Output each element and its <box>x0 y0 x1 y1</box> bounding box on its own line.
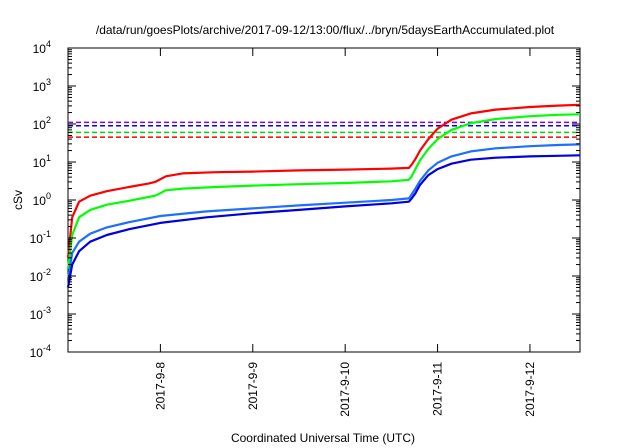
y-tick-label-exponent: 3 <box>46 77 51 87</box>
y-tick-label: 100 <box>33 191 51 208</box>
y-tick-label-base: 10 <box>30 270 44 284</box>
y-tick-label: 101 <box>33 153 51 170</box>
y-tick-label-base: 10 <box>30 308 44 322</box>
y-tick-label-exponent: 1 <box>46 153 51 163</box>
y-tick-label-exponent: -1 <box>43 229 51 239</box>
reference-lines <box>68 121 580 138</box>
x-tick-label: 2017-9-11 <box>431 362 445 416</box>
series-line <box>66 143 581 280</box>
series-line <box>66 154 581 288</box>
y-tick-label-exponent: -2 <box>43 267 51 277</box>
series-lines <box>66 103 581 288</box>
y-axis-label: cSv <box>11 190 25 210</box>
chart-title: /data/run/goesPlots/archive/2017-09-12/1… <box>96 23 555 37</box>
y-tick-label: 104 <box>33 39 51 56</box>
y-tick-label: 102 <box>33 115 51 132</box>
y-tick-label-base: 10 <box>33 42 47 56</box>
y-tick-label-base: 10 <box>30 232 44 246</box>
series-line <box>66 113 581 270</box>
x-tick-label: 2017-9-8 <box>153 362 167 410</box>
y-tick-label-exponent: 4 <box>46 39 51 49</box>
y-tick-label: 10-4 <box>30 343 51 360</box>
y-tick-label-base: 10 <box>33 118 47 132</box>
series-line <box>66 103 581 259</box>
x-axis-label: Coordinated Universal Time (UTC) <box>231 431 415 445</box>
y-tick-label-base: 10 <box>33 80 47 94</box>
y-tick-label-base: 10 <box>33 194 47 208</box>
y-tick-label: 10-1 <box>30 229 51 246</box>
x-axis: 2017-9-8 2017-9-9 2017-9-10 2017-9-11 2017-9… <box>153 48 537 417</box>
x-tick-label: 2017-9-10 <box>338 362 352 417</box>
y-tick-label-exponent: 2 <box>46 115 51 125</box>
plot-frame <box>67 47 581 353</box>
y-tick-label-base: 10 <box>30 346 44 360</box>
x-tick-label: 2017-9-9 <box>246 362 260 410</box>
y-tick-label-exponent: 0 <box>46 191 51 201</box>
y-tick-label-exponent: -3 <box>43 305 51 315</box>
y-tick-label-base: 10 <box>33 156 47 170</box>
y-tick-label: 10-2 <box>30 267 51 284</box>
y-tick-label: 103 <box>33 77 51 94</box>
y-tick-label-exponent: -4 <box>43 343 51 353</box>
x-tick-label: 2017-9-12 <box>523 362 537 417</box>
y-tick-label: 10-3 <box>30 305 51 322</box>
